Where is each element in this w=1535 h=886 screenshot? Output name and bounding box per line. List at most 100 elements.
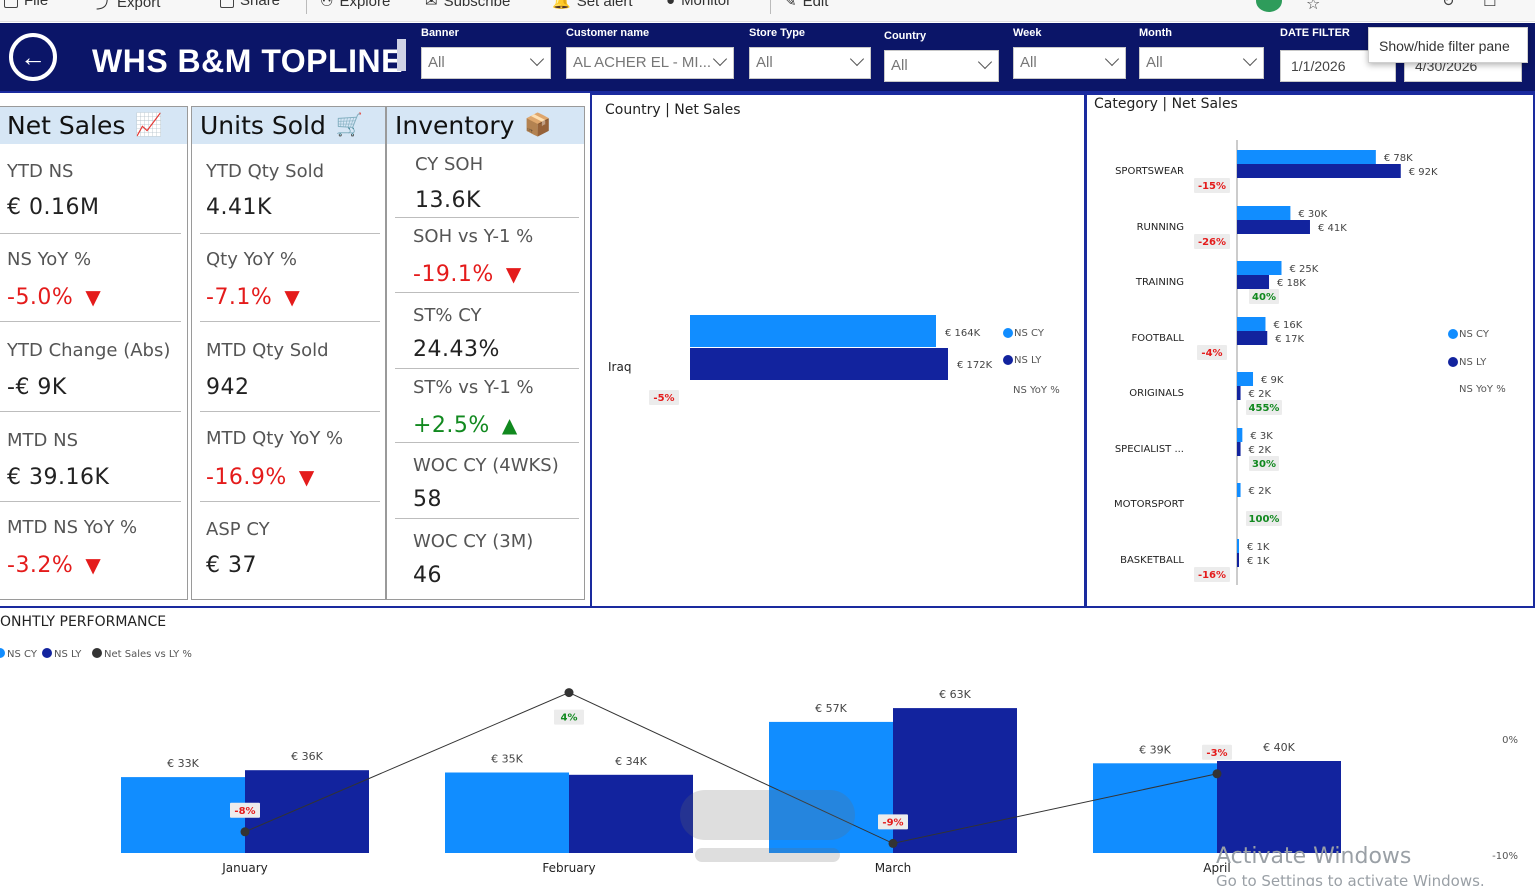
line-label-march-bg xyxy=(878,814,908,830)
triangle-down-icon: ▼ xyxy=(505,262,522,286)
yoy-label: 40% xyxy=(1252,292,1276,303)
divider xyxy=(306,0,307,14)
chevron-down-icon xyxy=(712,51,728,67)
export-menu[interactable]: ⤴ Export xyxy=(96,0,160,13)
qty-yoy-label: Qty YoY % xyxy=(206,249,298,270)
card-header: Inventory 📦 xyxy=(387,107,584,144)
filter-country[interactable]: Country All xyxy=(884,30,999,82)
mtd-ns-yoy-value: -3.2% ▼ xyxy=(7,553,102,578)
arrow-left-icon: ← xyxy=(20,41,46,72)
explore-menu[interactable]: ⚇ Explore xyxy=(320,0,390,10)
bar-ns-ly xyxy=(1237,220,1310,234)
data-label-ns-cy: € 164K xyxy=(945,328,981,339)
filter-customer-name[interactable]: Customer name AL ACHER EL - MI... xyxy=(566,27,734,79)
filter-store-type[interactable]: Store Type All xyxy=(749,27,871,79)
ytd-change-label: YTD Change (Abs) xyxy=(7,340,171,361)
ytd-ns-value: € 0.16M xyxy=(7,195,100,220)
yoy-label: 100% xyxy=(1249,514,1280,525)
data-label-ns-ly: € 2K xyxy=(1249,389,1272,400)
divider xyxy=(0,411,181,412)
bar-ns-cy xyxy=(1237,261,1282,275)
units-sold-card: Units Sold 🛒 YTD Qty Sold 4.41K Qty YoY … xyxy=(191,106,386,600)
bar-ns-ly-april xyxy=(1217,761,1341,853)
month-dropdown[interactable]: All xyxy=(1139,47,1264,79)
cy-soh-label: CY SOH xyxy=(415,154,484,175)
subscribe-button[interactable]: ✉ Subscribe xyxy=(425,0,510,10)
triangle-down-icon: ▼ xyxy=(284,285,301,309)
filter-week[interactable]: Week All xyxy=(1013,27,1126,79)
line-net-sales-vs-ly xyxy=(244,692,1218,844)
data-label-ns-cy: € 3K xyxy=(1250,431,1273,442)
chevron-down-icon xyxy=(1242,51,1258,67)
ns-yoy-value: -5.0% ▼ xyxy=(7,285,102,310)
category-label: BASKETBALL xyxy=(1120,555,1184,566)
bar-ns-ly-march xyxy=(893,708,1017,853)
yoy-label-bg xyxy=(1249,456,1279,471)
data-label-ns-ly: € 1K xyxy=(1247,556,1270,567)
yoy-label-bg xyxy=(1194,567,1230,582)
line-label-march: -9% xyxy=(882,817,903,828)
card-header: Units Sold 🛒 xyxy=(192,107,385,144)
net-sales-card: Net Sales 📈 YTD NS € 0.16M NS YoY % -5.0… xyxy=(0,106,188,600)
monitor-button[interactable]: ● Monitor xyxy=(666,0,731,9)
mtd-qty-value: 942 xyxy=(206,375,250,400)
banner-dropdown[interactable]: All xyxy=(421,47,551,79)
woc-3m-value: 46 xyxy=(413,563,442,588)
legend-label-0: NS CY xyxy=(1014,328,1045,339)
monthly-chart: NS CY NS LY Net Sales vs LY % 0% -10% € 33K € … xyxy=(0,648,1518,875)
bar-ns-ly-february xyxy=(569,774,693,853)
favorite-star-icon[interactable]: ☆ xyxy=(1306,0,1321,13)
category-chart: SPORTSWEAR € 78K € 92K -15% RUNNING € 30K € 41… xyxy=(1114,140,1506,585)
filter-banner[interactable]: Banner All xyxy=(421,27,551,79)
st-vs-ly-label: ST% vs Y-1 % xyxy=(413,377,534,398)
file-menu[interactable]: File xyxy=(4,0,48,9)
chevron-down-icon xyxy=(977,54,993,70)
category-label: RUNNING xyxy=(1137,222,1184,233)
line-point-january xyxy=(240,827,250,837)
legend-marker-0 xyxy=(1448,329,1458,339)
explore-icon: ⚇ xyxy=(320,0,334,10)
divider xyxy=(395,368,579,369)
data-label-ns-ly: € 18K xyxy=(1277,278,1306,289)
yoy-label-iraq-bg xyxy=(649,390,679,405)
legend-label-0: NS CY xyxy=(1459,329,1490,340)
divider xyxy=(395,292,579,293)
line-label-january-bg xyxy=(230,802,260,818)
chevron-down-icon xyxy=(529,51,545,67)
edit-button[interactable]: ✎ Edit xyxy=(784,0,828,10)
status-icon[interactable] xyxy=(1256,0,1282,12)
data-label-ns-cy: € 78K xyxy=(1384,153,1413,164)
share-button[interactable]: Share xyxy=(220,0,280,9)
bar-ns-ly xyxy=(1237,164,1401,178)
chart-title: Category | Net Sales xyxy=(1094,96,1238,112)
data-label-ns-ly: € 36K xyxy=(291,750,323,763)
divider xyxy=(0,233,181,234)
bar-ns-ly xyxy=(1237,553,1239,567)
set-alert-button[interactable]: 🔔 Set alert xyxy=(552,0,633,10)
customer-dropdown[interactable]: AL ACHER EL - MI... xyxy=(566,47,734,79)
bar-ns-cy xyxy=(1237,150,1376,164)
refresh-icon[interactable]: ↻ xyxy=(1442,0,1455,10)
y2-tick-label: 0% xyxy=(1502,735,1518,746)
chevron-down-icon xyxy=(1104,51,1120,67)
site-logo-watermark xyxy=(680,790,855,862)
x-tick-label-april: April xyxy=(1203,861,1230,875)
legend-marker-1 xyxy=(1448,357,1458,367)
bar-ns-ly-january xyxy=(245,770,369,853)
y2-tick-label: -10% xyxy=(1492,851,1518,862)
qty-yoy-value: -7.1% ▼ xyxy=(206,285,301,310)
week-dropdown[interactable]: All xyxy=(1013,47,1126,79)
category-label: MOTORSPORT xyxy=(1114,499,1185,510)
country-dropdown[interactable]: All xyxy=(884,50,999,82)
ytd-qty-value: 4.41K xyxy=(206,195,272,220)
data-label-ns-cy: € 16K xyxy=(1273,320,1302,331)
legend-label-1: NS LY xyxy=(54,649,82,660)
yoy-label: 455% xyxy=(1249,403,1280,414)
yoy-label-bg xyxy=(1197,345,1227,360)
filter-month[interactable]: Month All xyxy=(1139,27,1264,79)
store-type-dropdown[interactable]: All xyxy=(749,47,871,79)
back-button[interactable]: ← xyxy=(9,33,57,81)
bar-ns-ly-iraq xyxy=(690,348,948,380)
export-icon: ⤴ xyxy=(96,0,112,12)
comment-icon[interactable]: ☐ xyxy=(1483,0,1497,10)
